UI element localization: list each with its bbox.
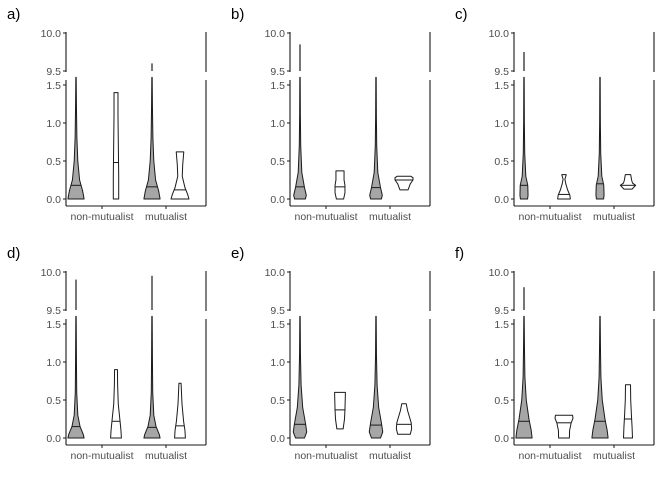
x-category-label: mutualist (593, 211, 635, 223)
y-tick-label: 1.0 (494, 118, 509, 130)
violin-non-mutualist-open (554, 414, 574, 439)
y-tick-label: 9.5 (270, 66, 285, 78)
y-tick-label: 0.0 (494, 194, 509, 206)
y-tick-label: 1.0 (494, 357, 509, 369)
y-tick-label: 10.0 (265, 267, 286, 279)
y-tick-label: 0.0 (46, 194, 61, 206)
violin-non-mutualist-filled (293, 76, 307, 200)
panel-label: b) (231, 6, 244, 23)
violin-mutualist-filled (143, 76, 161, 200)
x-category-label: mutualist (145, 211, 187, 223)
y-tick-label: 0.5 (270, 395, 285, 407)
y-tick-label: 0.0 (270, 433, 285, 445)
y-tick-label: 1.0 (46, 357, 61, 369)
violin-non-mutualist-open (110, 369, 122, 439)
violin-non-mutualist-filled (67, 315, 85, 439)
x-category-label: non-mutualist (294, 450, 357, 462)
y-tick-label: 1.0 (46, 118, 61, 130)
x-category-label: non-mutualist (294, 211, 357, 223)
violin-mutualist-filled (369, 76, 383, 200)
y-tick-label: 0.5 (270, 156, 285, 168)
y-tick-label: 10.0 (489, 267, 510, 279)
violin-non-mutualist-open (557, 174, 571, 200)
violin-mutualist-open (623, 384, 633, 439)
violin-non-mutualist-filled (292, 315, 308, 439)
y-tick-label: 10.0 (41, 28, 62, 40)
panel-label: f) (455, 245, 464, 262)
y-tick-label: 1.5 (46, 319, 61, 331)
y-tick-label: 1.5 (270, 319, 285, 331)
violin-non-mutualist-filled (515, 315, 533, 439)
x-category-label: non-mutualist (518, 450, 581, 462)
violin-non-mutualist-open (334, 391, 346, 430)
y-tick-label: 0.0 (46, 433, 61, 445)
y-tick-label: 1.5 (270, 80, 285, 92)
y-tick-label: 9.5 (270, 305, 285, 317)
y-tick-label: 0.5 (494, 395, 509, 407)
y-tick-label: 10.0 (489, 28, 510, 40)
violin-non-mutualist-filled (519, 76, 529, 200)
x-category-label: non-mutualist (518, 211, 581, 223)
violin-non-mutualist-open (112, 92, 120, 200)
x-category-label: non-mutualist (70, 211, 133, 223)
violin-mutualist-filled (143, 315, 161, 439)
violin-mutualist-open (619, 174, 637, 190)
violin-non-mutualist-open (334, 170, 346, 200)
y-tick-label: 9.5 (494, 305, 509, 317)
violin-mutualist-open (174, 382, 186, 439)
y-tick-label: 9.5 (46, 66, 61, 78)
panel-label: d) (7, 245, 20, 262)
x-category-label: mutualist (145, 450, 187, 462)
x-category-label: mutualist (369, 450, 411, 462)
y-tick-label: 0.0 (270, 194, 285, 206)
violin-mutualist-open (395, 403, 413, 435)
y-tick-label: 9.5 (494, 66, 509, 78)
panel-label: a) (7, 6, 20, 23)
panel-label: c) (455, 6, 468, 23)
y-tick-label: 1.5 (494, 319, 509, 331)
y-tick-label: 10.0 (41, 267, 62, 279)
y-tick-label: 1.5 (494, 80, 509, 92)
y-tick-label: 1.0 (270, 118, 285, 130)
y-tick-label: 9.5 (46, 305, 61, 317)
violin-mutualist-filled (595, 76, 605, 200)
violin-mutualist-open (394, 175, 414, 191)
y-tick-label: 0.5 (46, 156, 61, 168)
y-tick-label: 1.0 (270, 357, 285, 369)
violin-mutualist-open (170, 151, 190, 200)
x-category-label: mutualist (369, 211, 411, 223)
y-tick-label: 0.5 (46, 395, 61, 407)
x-category-label: mutualist (593, 450, 635, 462)
violin-non-mutualist-filled (67, 76, 85, 200)
panel-label: e) (231, 245, 244, 262)
violin-mutualist-filled (368, 315, 384, 439)
y-tick-label: 1.5 (46, 80, 61, 92)
x-category-label: non-mutualist (70, 450, 133, 462)
y-tick-label: 10.0 (265, 28, 286, 40)
y-tick-label: 0.0 (494, 433, 509, 445)
violin-mutualist-filled (591, 315, 609, 439)
y-tick-label: 0.5 (494, 156, 509, 168)
